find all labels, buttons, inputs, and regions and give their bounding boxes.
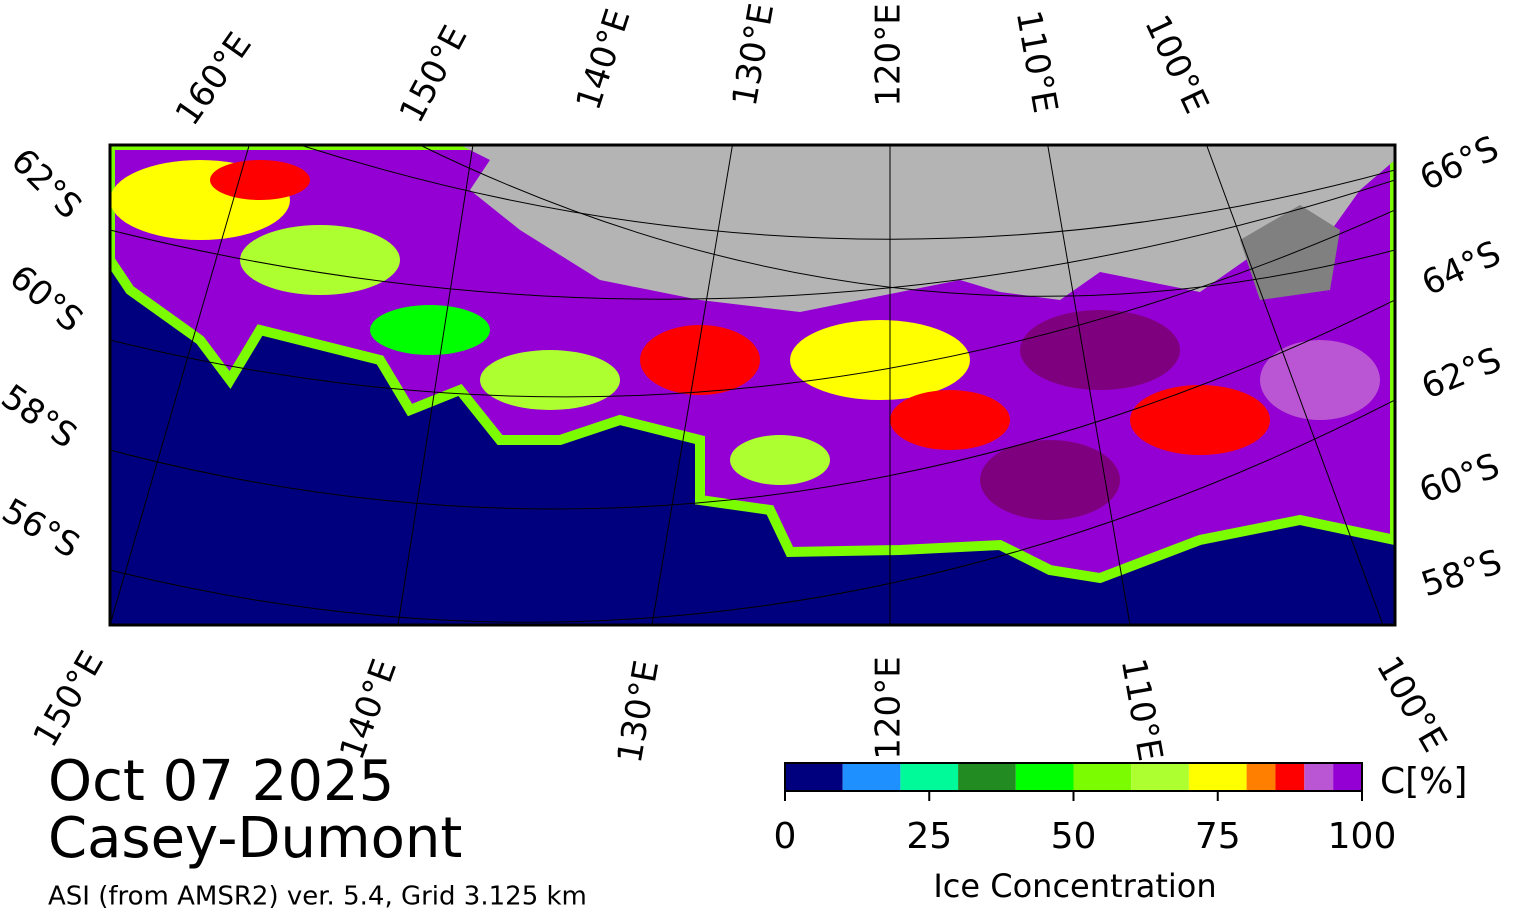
region: Casey-Dumont — [48, 806, 462, 871]
graticule-label: 130°E — [725, 0, 782, 109]
land-shelf — [1240, 205, 1340, 300]
graticule-label: 58°S — [0, 377, 84, 457]
colorbar-bin — [900, 763, 959, 791]
map-frame — [108, 143, 1397, 627]
graticule — [110, 145, 1395, 625]
graticule-label: 66°S — [1414, 128, 1505, 199]
graticule-label: 56°S — [0, 491, 86, 567]
graticule-label: 64°S — [1416, 233, 1507, 304]
colorbar-tick-label: 50 — [1051, 816, 1097, 857]
graticule-label: 62°S — [1416, 340, 1507, 408]
graticule-label: 160°E — [168, 25, 260, 133]
graticule-label: 58°S — [1416, 542, 1506, 605]
date: Oct 07 2025 — [48, 749, 394, 814]
graticule-label: 140°E — [569, 4, 639, 115]
graticule-label: 130°E — [610, 657, 667, 766]
graticule-label: 110°E — [1113, 655, 1170, 764]
colorbar-bin — [785, 763, 843, 791]
colorbar-bin — [1131, 763, 1189, 791]
colorbar-tick-label: 0 — [774, 816, 797, 857]
colorbar-bin — [1073, 763, 1132, 791]
colorbar-bin — [958, 763, 1016, 791]
graticule-label: 120°E — [869, 656, 909, 759]
colorbar-bin — [1333, 763, 1362, 791]
graticule-label: 120°E — [869, 3, 909, 106]
colorbar-bin — [1246, 763, 1276, 791]
colorbar-bin — [1275, 763, 1305, 791]
graticule-label: 100°E — [1136, 9, 1216, 120]
graticule-label: 110°E — [1008, 7, 1065, 116]
map-area — [110, 145, 1395, 625]
graticule-label: 100°E — [1368, 649, 1454, 759]
colorbar-tick-label: 100 — [1328, 816, 1397, 857]
colorbar-tick-label: 75 — [1195, 816, 1241, 857]
graticule-label: 150°E — [392, 19, 476, 129]
graticule-label: 60°S — [1414, 446, 1505, 512]
colorbar-bin — [1304, 763, 1334, 791]
land — [460, 145, 1395, 312]
colorbar-title: Ice Concentration — [933, 867, 1216, 905]
graticule-label: 60°S — [2, 257, 90, 340]
colorbar-unit: C[%] — [1380, 761, 1467, 802]
colorbar-bin — [842, 763, 901, 791]
colorbar-tick-label: 25 — [906, 816, 952, 857]
graticule-label: 150°E — [26, 644, 112, 754]
source: ASI (from AMSR2) ver. 5.4, Grid 3.125 km — [48, 882, 587, 912]
colorbar-bin — [1188, 763, 1247, 791]
colorbar-bin — [1015, 763, 1074, 791]
graticule-label: 62°S — [3, 141, 89, 227]
